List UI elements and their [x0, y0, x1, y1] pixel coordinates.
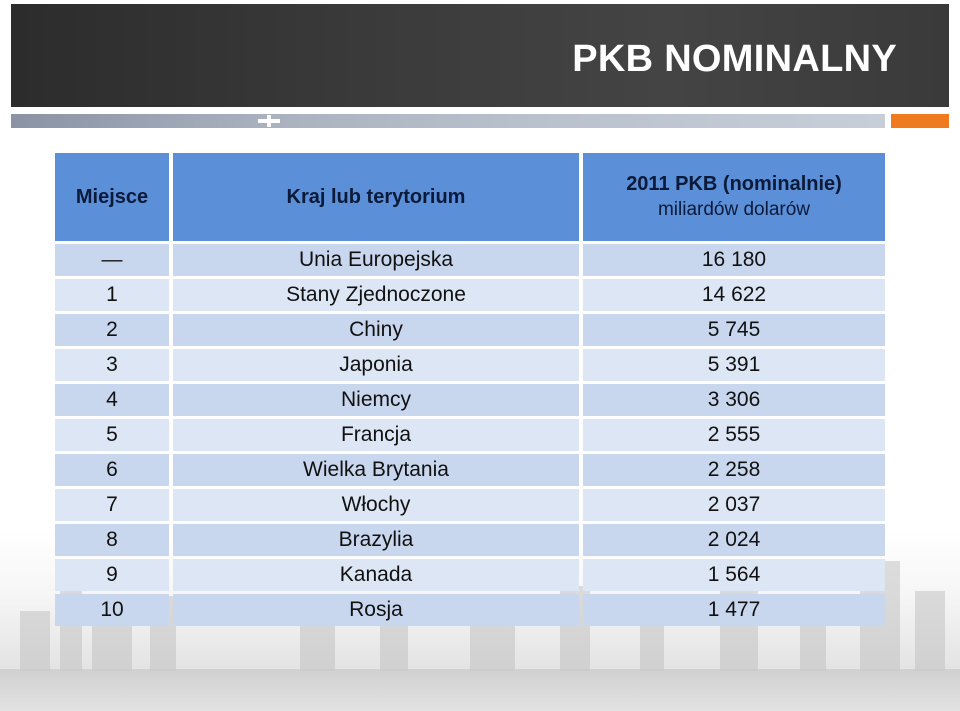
rank-cell: — [55, 244, 169, 276]
header-country: Kraj lub terytorium [173, 153, 579, 241]
accent-bar [891, 114, 949, 128]
plus-icon [258, 115, 280, 127]
country-cell: Japonia [173, 349, 579, 381]
country-cell: Chiny [173, 314, 579, 346]
country-cell: Brazylia [173, 524, 579, 556]
table-row: — Unia Europejska 16 180 [55, 244, 885, 276]
country-cell: Włochy [173, 489, 579, 521]
country-cell: Rosja [173, 594, 579, 626]
header-gdp: 2011 PKB (nominalnie) miliardów dolarów [583, 153, 885, 241]
country-cell: Wielka Brytania [173, 454, 579, 486]
gdp-cell: 2 555 [583, 419, 885, 451]
table-header-row: Miejsce Kraj lub terytorium 2011 PKB (no… [55, 153, 885, 241]
country-cell: Unia Europejska [173, 244, 579, 276]
gdp-cell: 5 745 [583, 314, 885, 346]
rank-cell: 2 [55, 314, 169, 346]
rank-cell: 8 [55, 524, 169, 556]
gdp-cell: 2 024 [583, 524, 885, 556]
table-row: 3 Japonia 5 391 [55, 349, 885, 381]
gdp-table: Miejsce Kraj lub terytorium 2011 PKB (no… [51, 150, 889, 629]
header-gdp-title: 2011 PKB (nominalnie) [626, 173, 842, 195]
rank-cell: 10 [55, 594, 169, 626]
country-cell: Kanada [173, 559, 579, 591]
rank-cell: 1 [55, 279, 169, 311]
header-rank: Miejsce [55, 153, 169, 241]
table-row: 4 Niemcy 3 306 [55, 384, 885, 416]
slide-title: PKB NOMINALNY [572, 38, 897, 80]
table-row: 7 Włochy 2 037 [55, 489, 885, 521]
country-cell: Francja [173, 419, 579, 451]
table-row: 1 Stany Zjednoczone 14 622 [55, 279, 885, 311]
header-gdp-unit: miliardów dolarów [657, 199, 811, 220]
rank-cell: 3 [55, 349, 169, 381]
table-row: 2 Chiny 5 745 [55, 314, 885, 346]
rank-cell: 9 [55, 559, 169, 591]
gdp-cell: 5 391 [583, 349, 885, 381]
rank-cell: 7 [55, 489, 169, 521]
gdp-cell: 1 564 [583, 559, 885, 591]
country-cell: Stany Zjednoczone [173, 279, 579, 311]
table-row: 8 Brazylia 2 024 [55, 524, 885, 556]
table-row: 10 Rosja 1 477 [55, 594, 885, 626]
table-row: 6 Wielka Brytania 2 258 [55, 454, 885, 486]
title-bar: PKB NOMINALNY [11, 4, 949, 107]
separator-bar [11, 114, 885, 128]
rank-cell: 5 [55, 419, 169, 451]
gdp-cell: 1 477 [583, 594, 885, 626]
gdp-cell: 14 622 [583, 279, 885, 311]
gdp-cell: 16 180 [583, 244, 885, 276]
country-cell: Niemcy [173, 384, 579, 416]
gdp-cell: 3 306 [583, 384, 885, 416]
gdp-cell: 2 258 [583, 454, 885, 486]
rank-cell: 6 [55, 454, 169, 486]
table-row: 5 Francja 2 555 [55, 419, 885, 451]
rank-cell: 4 [55, 384, 169, 416]
table-row: 9 Kanada 1 564 [55, 559, 885, 591]
gdp-cell: 2 037 [583, 489, 885, 521]
